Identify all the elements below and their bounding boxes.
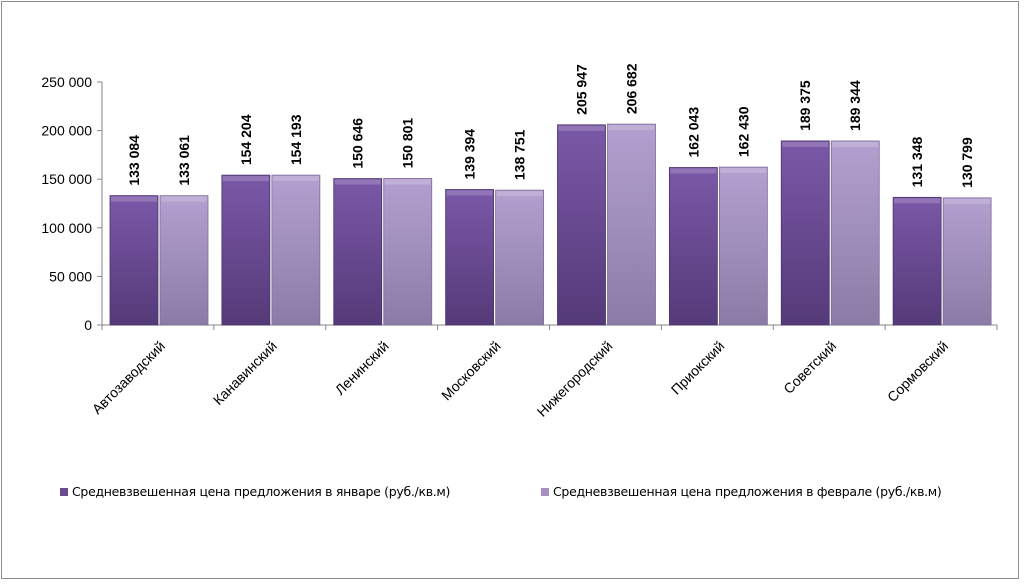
bar-january	[221, 174, 271, 326]
bar-january	[557, 124, 606, 326]
data-label: 162 043	[685, 107, 701, 158]
x-category-label: Канавинский	[210, 338, 280, 408]
bar-february	[830, 140, 880, 326]
data-label: 131 348	[909, 137, 925, 188]
bar-highlight	[222, 176, 269, 182]
bar-highlight	[446, 190, 493, 196]
x-category-label: Приокский	[668, 338, 728, 398]
bar-february	[383, 178, 433, 326]
legend-swatch-january	[60, 487, 68, 496]
bar-january	[445, 189, 495, 326]
bar-january	[892, 196, 942, 326]
bar-highlight	[161, 196, 207, 202]
legend-item-february: Средневзвешенная цена предложения в февр…	[541, 484, 942, 499]
legend-label-february: Средневзвешенная цена предложения в февр…	[553, 484, 942, 499]
bar-february	[495, 189, 545, 326]
bar-highlight	[334, 179, 381, 185]
x-category-label: Сормовский	[884, 338, 951, 405]
x-category-label: Советский	[780, 338, 839, 397]
y-tick-label: 250 000	[41, 74, 92, 90]
bar-january	[109, 195, 159, 326]
bar-highlight	[111, 196, 157, 202]
bar-highlight	[608, 125, 655, 131]
data-label: 139 394	[462, 129, 478, 180]
legend-swatch-february	[541, 487, 549, 496]
bar-highlight	[832, 141, 879, 147]
data-label: 154 204	[238, 114, 254, 165]
data-label: 206 682	[624, 63, 640, 114]
legend-label-january: Средневзвешенная цена предложения в янва…	[72, 484, 451, 499]
y-tick-label: 150 000	[41, 171, 92, 187]
data-label: 150 646	[350, 118, 366, 169]
data-label: 133 084	[126, 135, 142, 186]
data-label: 130 799	[959, 137, 975, 188]
bar-january	[668, 167, 718, 326]
bar-february	[607, 123, 656, 326]
bar-february	[718, 166, 768, 326]
y-tick-label: 0	[84, 317, 92, 333]
x-category-label: Ленинский	[332, 338, 392, 398]
bar-february	[159, 195, 209, 326]
y-tick-label: 50 000	[49, 268, 92, 284]
y-tick-label: 100 000	[41, 220, 92, 236]
bar-january	[780, 140, 830, 326]
bar-highlight	[496, 191, 543, 197]
bar-february	[942, 197, 992, 326]
bar-february	[271, 174, 321, 326]
data-label: 189 375	[797, 80, 813, 131]
data-label: 189 344	[847, 80, 863, 131]
y-tick-label: 200 000	[41, 123, 92, 139]
bar-highlight	[782, 141, 829, 147]
data-label: 133 061	[176, 135, 192, 186]
data-label: 150 801	[400, 118, 416, 169]
bar-highlight	[272, 176, 319, 182]
x-category-label: Московский	[438, 338, 504, 404]
x-category-label: Нижегородский	[534, 338, 616, 420]
bar-highlight	[558, 125, 605, 131]
bar-highlight	[670, 168, 717, 174]
bar-highlight	[384, 179, 431, 185]
bar-january	[333, 178, 383, 326]
legend-item-january: Средневзвешенная цена предложения в янва…	[60, 484, 450, 499]
bar-highlight	[894, 198, 941, 204]
data-label: 162 430	[735, 106, 751, 157]
bar-highlight	[944, 198, 991, 204]
data-label: 205 947	[574, 64, 590, 115]
data-label: 154 193	[288, 114, 304, 165]
x-category-label: Автозаводский	[89, 338, 168, 417]
data-label: 138 751	[512, 129, 528, 180]
bar-highlight	[720, 168, 767, 174]
